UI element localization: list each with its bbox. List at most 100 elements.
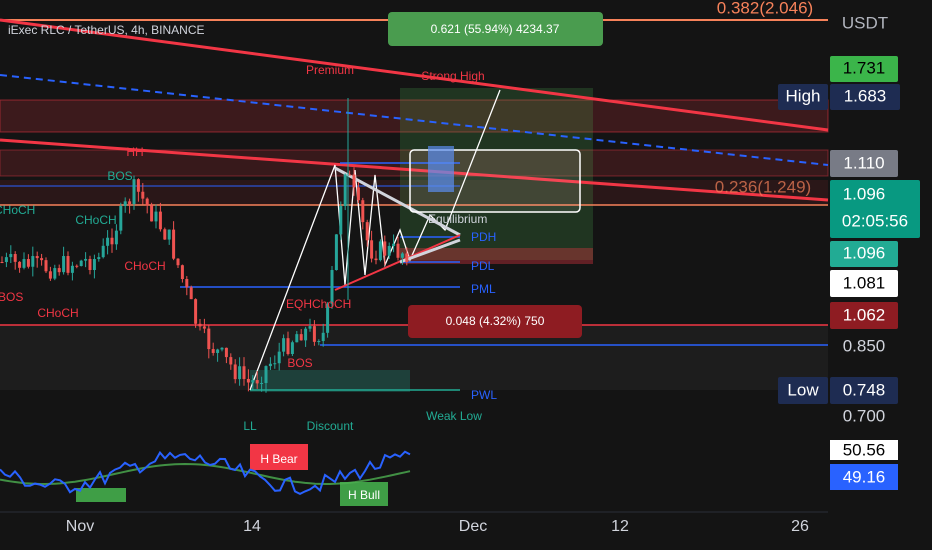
price-tag [830, 270, 898, 297]
candle-body [128, 201, 132, 205]
candle-body [220, 347, 224, 350]
candle-body [158, 211, 162, 230]
candle-body [44, 260, 48, 272]
candle-body [405, 253, 409, 262]
price-tag [830, 56, 898, 82]
candle-body [229, 357, 233, 365]
candle-body [216, 349, 220, 353]
price-tag [830, 302, 898, 329]
price-tag [830, 241, 898, 267]
candle-body [176, 258, 180, 266]
candle-body [114, 230, 118, 245]
candle-body [9, 254, 13, 258]
osc-label: 50.56 [843, 440, 886, 459]
candle-body [242, 366, 246, 379]
candle-body [282, 338, 286, 352]
price-label: 0.748 [843, 380, 886, 399]
candle-body [378, 241, 382, 261]
price-label: 1.096 [843, 184, 886, 203]
candle-body [207, 328, 211, 350]
candle-body [268, 363, 272, 367]
candle-body [189, 287, 193, 300]
projection [249, 89, 501, 391]
candle-body [387, 246, 391, 256]
oscillator [0, 450, 411, 496]
price-label: 1.683 [844, 86, 887, 105]
candle-body [286, 338, 290, 354]
high-tag: High [786, 86, 821, 105]
wedge-line [399, 238, 461, 264]
candle-body [48, 271, 52, 279]
trend-line [0, 138, 829, 202]
candle-body [53, 268, 57, 279]
candle-body [75, 265, 79, 267]
time-label: Dec [459, 518, 487, 535]
candle-body [339, 206, 343, 235]
candle-body [273, 363, 277, 365]
annotation: EQHChoCH [286, 297, 351, 311]
candle-body [233, 364, 237, 380]
price-tag [830, 464, 898, 490]
candle-body [62, 256, 66, 273]
candle-body [154, 211, 158, 222]
candles [0, 98, 409, 393]
marker [428, 146, 454, 192]
annotation: CHoCH [37, 306, 78, 320]
candle-body [238, 366, 242, 380]
time-label: Nov [66, 518, 94, 535]
candle-body [79, 260, 83, 267]
candle-body [326, 303, 330, 333]
candle-body [163, 229, 167, 240]
h-bear-box [250, 444, 308, 470]
candle-body [150, 205, 154, 222]
candle-body [264, 366, 268, 384]
candle-body [35, 256, 39, 259]
candle-body [101, 245, 105, 258]
candle-body [106, 237, 110, 246]
candle-body [97, 257, 101, 260]
candle-body [172, 229, 176, 259]
candle-body [31, 256, 35, 267]
candle-body [202, 326, 206, 329]
candle-body [4, 257, 8, 263]
candle-body [224, 347, 228, 358]
h-bear: H Bear [260, 452, 297, 466]
price-tag [830, 84, 900, 110]
candle-body [304, 328, 308, 341]
discount-zone [250, 370, 410, 392]
candle-body [400, 253, 404, 258]
candle-body [308, 326, 312, 329]
candle-body [13, 254, 17, 262]
candle-body [132, 179, 136, 205]
annotation: Premium [306, 63, 354, 77]
price-tag [778, 377, 828, 404]
candle-body [0, 262, 4, 263]
candle-body [110, 237, 114, 245]
price-label: 1.110 [843, 153, 884, 172]
osc-line [0, 450, 411, 496]
price-label: 1.062 [843, 305, 886, 324]
price-label: 1.081 [843, 273, 886, 292]
fib-label: 0.236(1.249) [715, 177, 811, 196]
wedge-line [334, 234, 461, 291]
candle-body [167, 229, 171, 240]
wedge-line [334, 166, 461, 237]
countdown: 02:05:56 [842, 211, 908, 230]
candle-body [22, 259, 26, 268]
trend-line [0, 18, 829, 132]
candle-body [295, 334, 299, 343]
price-label: 0.850 [843, 336, 886, 355]
annotation: Discount [307, 419, 354, 433]
price-tag [830, 180, 920, 238]
candle-body [348, 174, 352, 176]
chart-title: iExec RLC / TetherUS, 4h, BINANCE [8, 23, 205, 37]
price-label: 0.700 [843, 406, 886, 425]
annotation: BOS [107, 169, 132, 183]
candle-body [141, 191, 145, 199]
h-bull: H Bull [348, 488, 380, 502]
osc-marker [76, 488, 126, 502]
osc-label: 49.16 [843, 467, 886, 486]
price-tag [830, 150, 898, 177]
annotation: LL [243, 419, 257, 433]
